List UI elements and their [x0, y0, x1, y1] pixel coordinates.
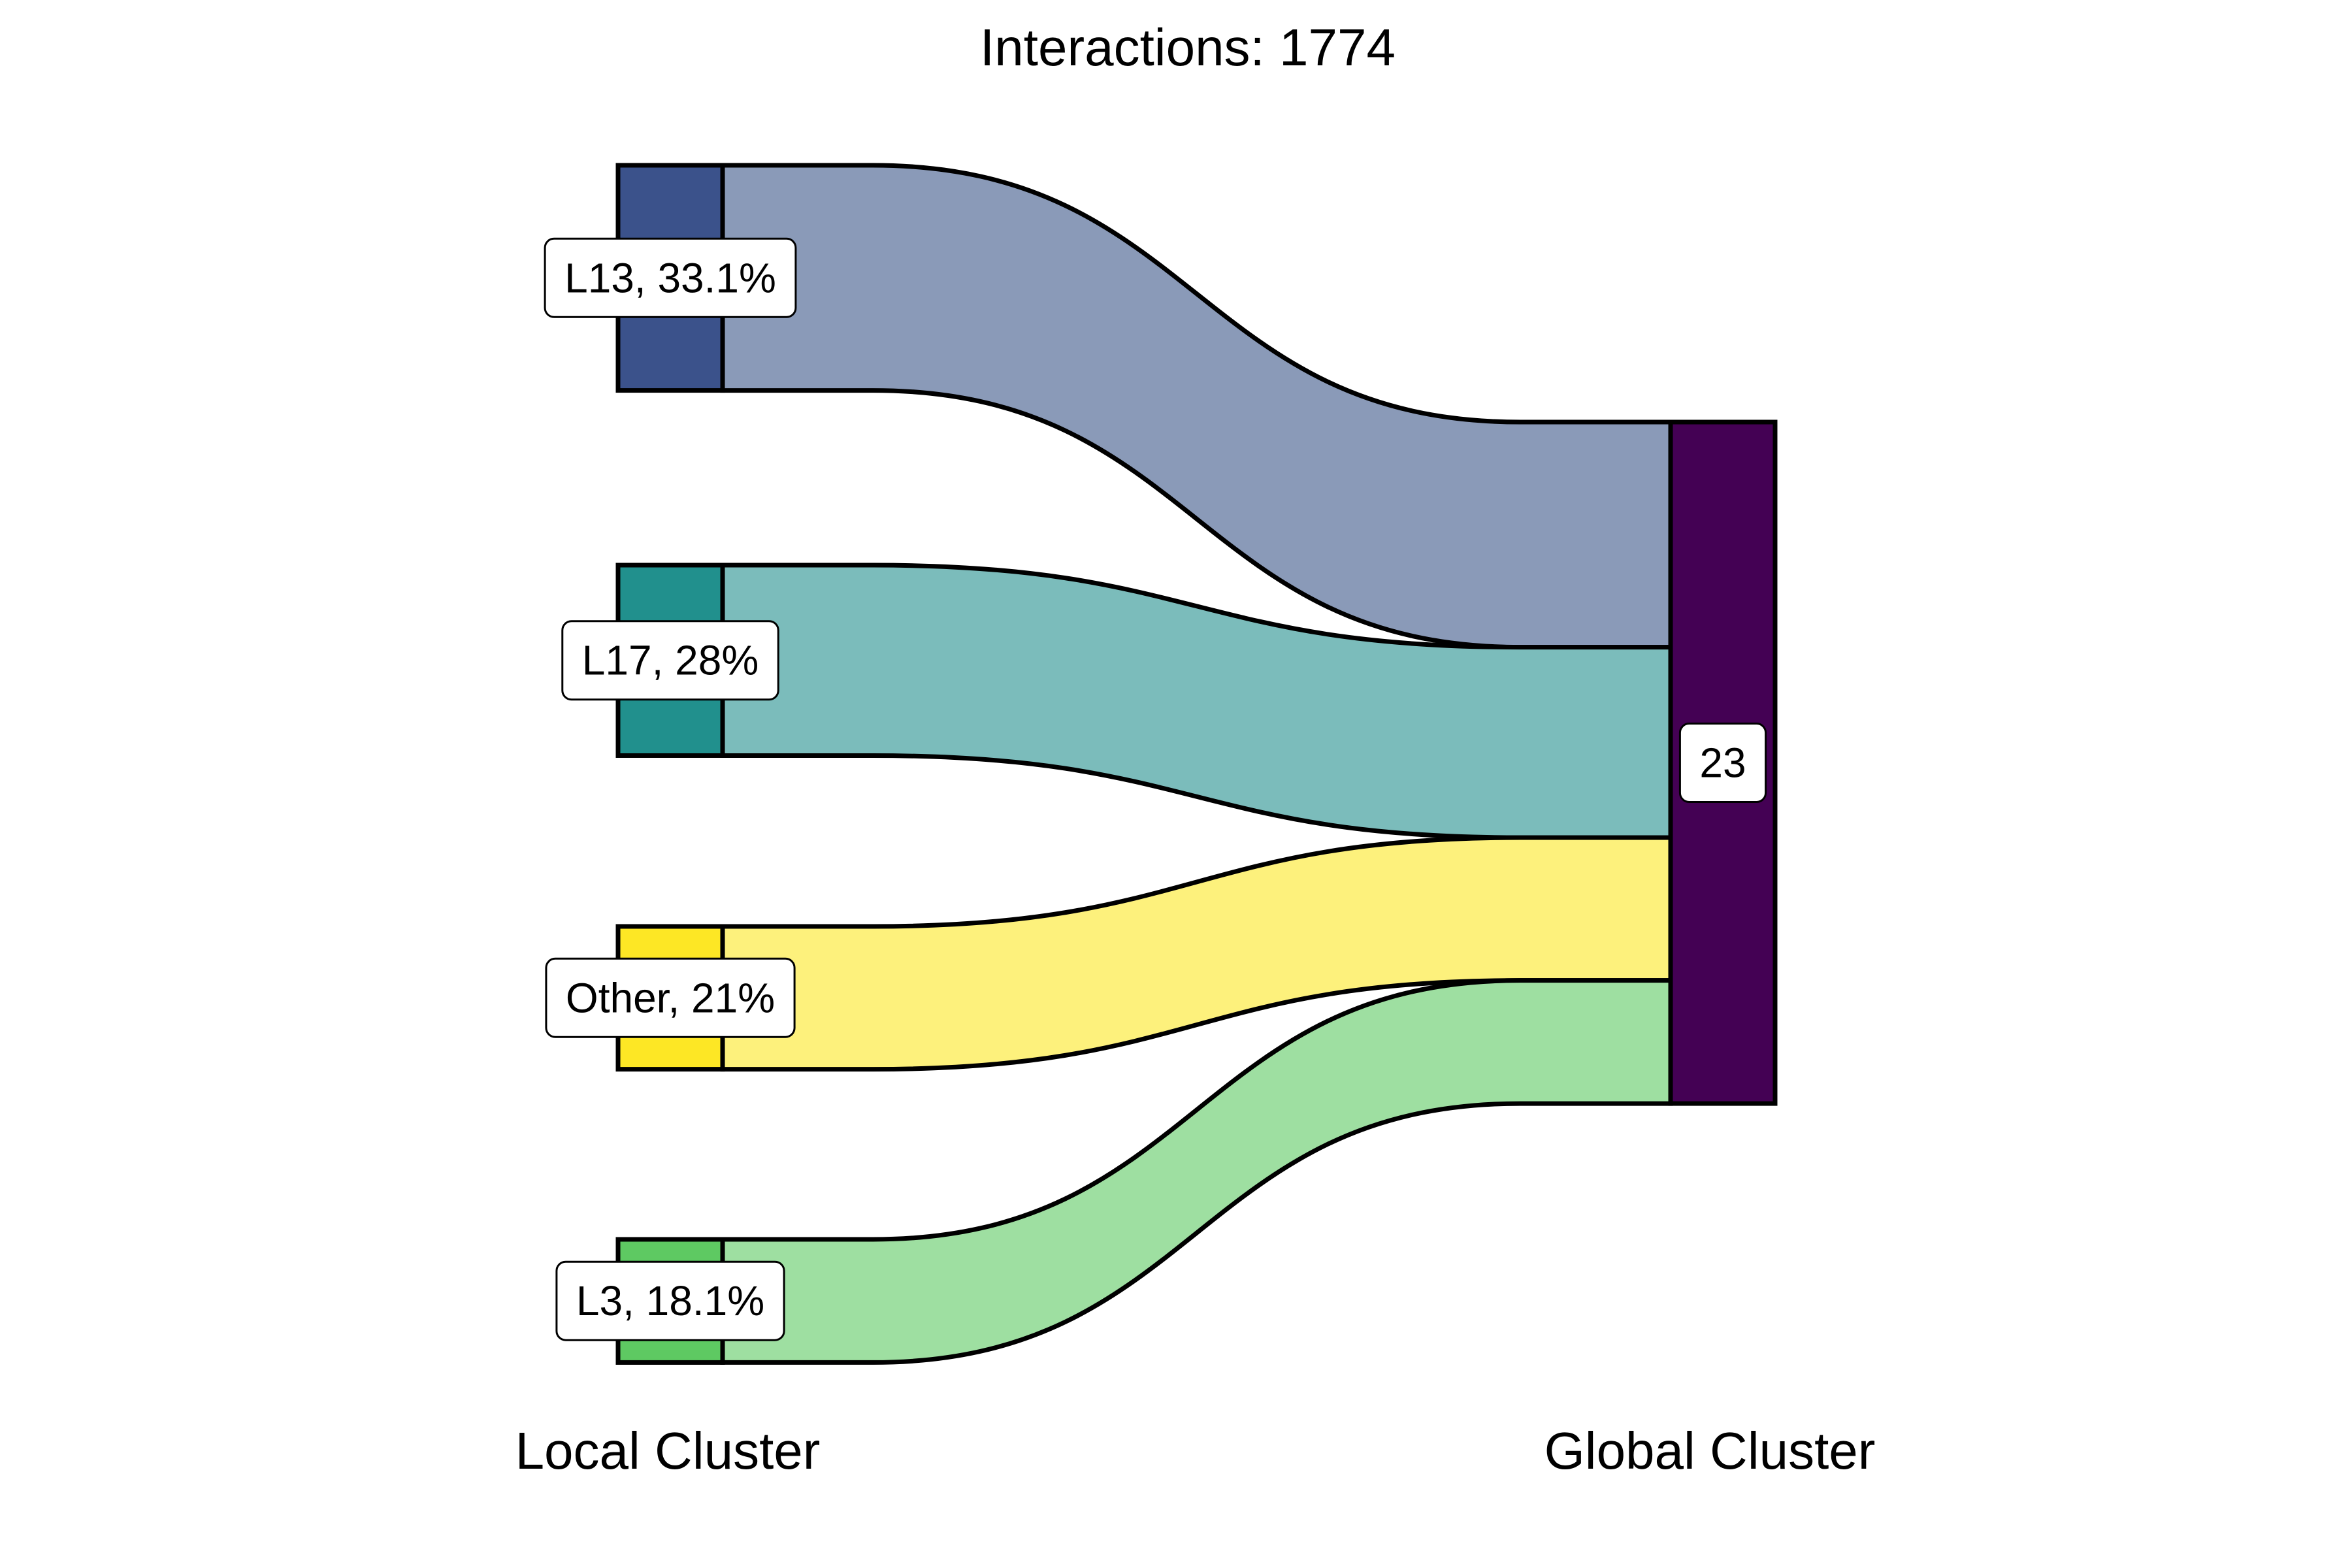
node-label-text: Other, 21%: [566, 974, 775, 1021]
node-label-text: 23: [1699, 740, 1746, 787]
node-label-text: L3, 18.1%: [576, 1277, 764, 1324]
chart-title: Interactions: 1774: [980, 18, 1396, 76]
node-label-l3: L3, 18.1%: [555, 1260, 785, 1341]
node-label-text: L17, 28%: [582, 637, 759, 684]
node-label-23: 23: [1678, 723, 1767, 804]
node-label-box: [545, 957, 796, 1038]
node-label-box: [555, 1260, 785, 1341]
label-layer: L13, 33.1% L17, 28% Other, 21% L3, 18.1% 23: [544, 237, 1767, 1341]
node-label-other: Other, 21%: [545, 957, 796, 1038]
node-label-l13: L13, 33.1%: [544, 237, 797, 318]
flow-layer: [720, 163, 1673, 1365]
node-label-box: [561, 620, 779, 701]
axis-label-local-cluster: Local Cluster: [515, 1422, 821, 1480]
node-label-box: [544, 237, 797, 318]
axis-label-global-cluster: Global Cluster: [1544, 1422, 1876, 1480]
node-label-box: [1678, 723, 1767, 804]
node-label-text: L13, 33.1%: [564, 254, 776, 301]
node-label-l17: L17, 28%: [561, 620, 779, 701]
